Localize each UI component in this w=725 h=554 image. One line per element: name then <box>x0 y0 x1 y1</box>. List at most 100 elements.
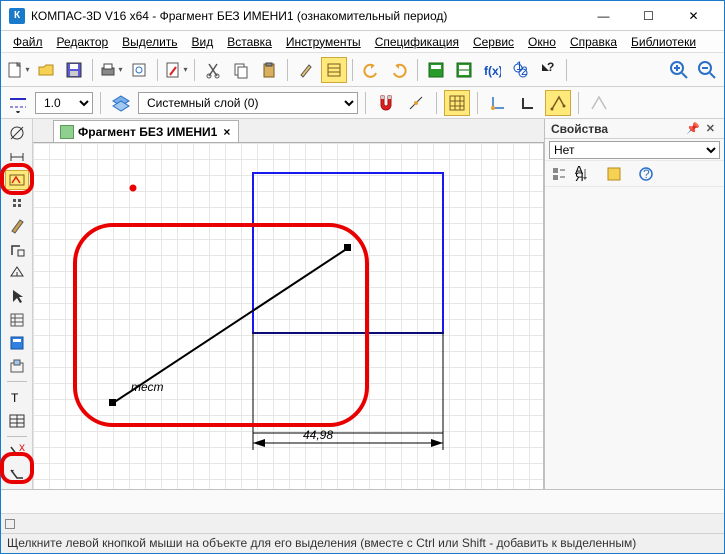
insert-tool[interactable] <box>5 356 29 376</box>
menu-libraries[interactable]: Библиотеки <box>625 33 702 51</box>
tab-fragment[interactable]: Фрагмент БЕЗ ИМЕНИ1 × <box>53 120 239 142</box>
pin-icon[interactable]: 📌 <box>683 122 703 135</box>
svg-text:T: T <box>11 391 19 405</box>
menu-view[interactable]: Вид <box>186 33 220 51</box>
zoom-in-button[interactable] <box>666 57 692 83</box>
snap-settings-button[interactable] <box>403 90 429 116</box>
main-toolbar: f(x) 12 ? <box>1 53 724 87</box>
menu-tools[interactable]: Инструменты <box>280 33 367 51</box>
menu-window[interactable]: Окно <box>522 33 562 51</box>
properties-filter[interactable]: Нет <box>549 141 720 159</box>
fragment-icon <box>60 125 74 139</box>
menu-spec[interactable]: Спецификация <box>369 33 465 51</box>
sort-az-icon[interactable]: AЯ <box>572 164 592 184</box>
calc-button[interactable]: 12 <box>507 57 533 83</box>
menu-editor[interactable]: Редактор <box>51 33 115 51</box>
cut-button[interactable] <box>200 57 226 83</box>
svg-text:f(x): f(x) <box>484 64 501 78</box>
drawing-text: тест <box>131 380 164 394</box>
sketch-button[interactable] <box>586 90 612 116</box>
menu-service[interactable]: Сервис <box>467 33 520 51</box>
copy-button[interactable] <box>228 57 254 83</box>
handle[interactable] <box>109 399 116 406</box>
save-button[interactable] <box>61 57 87 83</box>
preview-button[interactable] <box>126 57 152 83</box>
measure-tool[interactable] <box>5 263 29 283</box>
svg-text:?: ? <box>547 61 554 74</box>
svg-text:Я: Я <box>575 170 584 182</box>
open-button[interactable] <box>33 57 59 83</box>
svg-text:x: x <box>19 443 25 454</box>
drawing-canvas[interactable]: тест 44,98 <box>33 143 544 489</box>
menu-help[interactable]: Справка <box>564 33 623 51</box>
tray-icon[interactable] <box>5 519 15 529</box>
coord-button[interactable] <box>485 90 511 116</box>
vars-button[interactable]: f(x) <box>479 57 505 83</box>
build-tool[interactable] <box>5 193 29 213</box>
manager2-button[interactable] <box>451 57 477 83</box>
separator <box>477 92 478 114</box>
separator <box>7 381 27 382</box>
menu-file[interactable]: Файл <box>7 33 49 51</box>
minimize-button[interactable]: — <box>581 1 626 31</box>
brush-button[interactable] <box>293 57 319 83</box>
layers-button[interactable] <box>108 90 134 116</box>
doc-tool-button[interactable] <box>163 57 189 83</box>
dim-tool[interactable] <box>5 146 29 166</box>
zoom-out-button[interactable] <box>694 57 720 83</box>
lineweight-select[interactable]: 1.0 <box>35 92 93 114</box>
manager-button[interactable] <box>423 57 449 83</box>
separator <box>352 59 353 81</box>
style-toolbar: 1.0 Системный слой (0) <box>1 87 724 119</box>
svg-text:2: 2 <box>521 64 528 78</box>
help-button[interactable]: ? <box>535 57 561 83</box>
menu-insert[interactable]: Вставка <box>221 33 278 51</box>
ortho-button[interactable] <box>515 90 541 116</box>
layer-select[interactable]: Системный слой (0) <box>138 92 358 114</box>
red-dot <box>130 185 137 192</box>
prop-help-icon[interactable]: ? <box>636 164 656 184</box>
tab-close[interactable]: × <box>221 125 232 139</box>
panel-close[interactable]: ✕ <box>703 122 718 135</box>
drawing-svg: тест 44,98 <box>33 143 543 489</box>
select-tool[interactable] <box>5 286 29 306</box>
status-text: Щелкните левой кнопкой мыши на объекте д… <box>7 536 636 550</box>
leader2-tool[interactable] <box>5 465 29 485</box>
redo-button[interactable] <box>386 57 412 83</box>
prop-icon[interactable] <box>604 164 624 184</box>
spec-tool[interactable] <box>5 309 29 329</box>
menu-select[interactable]: Выделить <box>116 33 183 51</box>
round-button[interactable] <box>545 90 571 116</box>
separator <box>194 59 195 81</box>
tab-label: Фрагмент БЕЗ ИМЕНИ1 <box>78 125 217 139</box>
command-bar <box>1 489 724 513</box>
undo-button[interactable] <box>358 57 384 83</box>
report-tool[interactable] <box>5 333 29 353</box>
properties-button[interactable] <box>321 57 347 83</box>
black-rect <box>253 333 443 433</box>
dim-arrow-r <box>431 439 443 447</box>
edit-tool[interactable] <box>5 216 29 236</box>
maximize-button[interactable]: ☐ <box>626 1 671 31</box>
paste-button[interactable] <box>256 57 282 83</box>
magnet-button[interactable] <box>373 90 399 116</box>
leader-tool[interactable]: x <box>5 442 29 462</box>
window-title: КОМПАС-3D V16 x64 - Фрагмент БЕЗ ИМЕНИ1 … <box>31 9 581 23</box>
print-button[interactable] <box>98 57 124 83</box>
sort-cat-icon[interactable] <box>549 164 569 184</box>
separator <box>566 59 567 81</box>
geometry-tool[interactable] <box>5 123 29 143</box>
text-tool[interactable]: T <box>5 387 29 407</box>
svg-text:?: ? <box>643 167 650 181</box>
linestyle-button[interactable] <box>5 90 31 116</box>
close-button[interactable]: ✕ <box>671 1 716 31</box>
dim-arrow-l <box>253 439 265 447</box>
new-button[interactable] <box>5 57 31 83</box>
app-window: К КОМПАС-3D V16 x64 - Фрагмент БЕЗ ИМЕНИ… <box>0 0 725 554</box>
grid-button[interactable] <box>444 90 470 116</box>
document-tabs: Фрагмент БЕЗ ИМЕНИ1 × <box>33 119 544 143</box>
param-tool[interactable] <box>5 239 29 259</box>
notation-tool[interactable] <box>5 170 29 190</box>
table-tool[interactable] <box>5 410 29 430</box>
handle[interactable] <box>344 244 351 251</box>
